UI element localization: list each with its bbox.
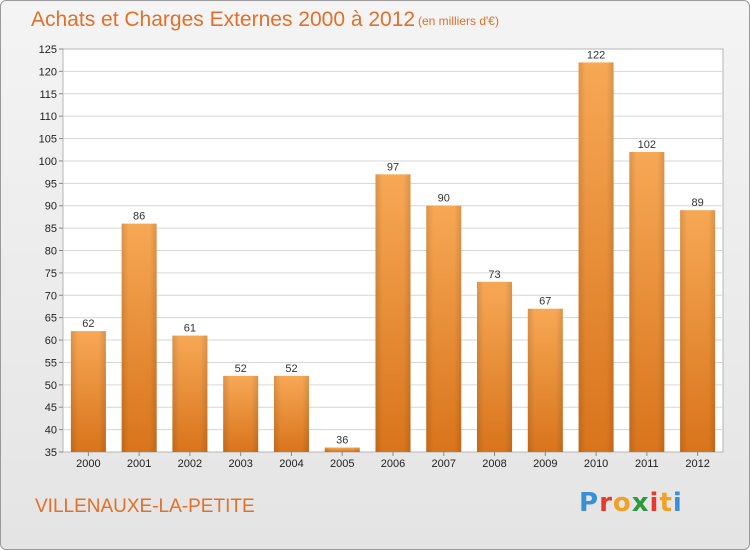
y-tick-label: 70 (45, 290, 57, 302)
bar-shade-2003 (223, 375, 259, 452)
y-tick-label: 100 (39, 156, 57, 168)
bar-shade-2005 (324, 447, 360, 452)
chart-subtitle: (en milliers d'€) (418, 14, 499, 28)
bar-value-label: 102 (638, 139, 656, 151)
bar-shade-2009 (527, 308, 563, 452)
bar-shade-2006 (375, 174, 411, 452)
y-tick-label: 65 (45, 313, 57, 325)
bar-shade-2004 (273, 375, 309, 452)
y-tick-label: 75 (45, 268, 57, 280)
bar-value-label: 122 (587, 49, 605, 61)
bar-value-label: 61 (184, 323, 196, 335)
x-tick-label: 2012 (685, 458, 709, 470)
y-tick-label: 45 (45, 402, 57, 414)
commune-name: VILLENAUXE-LA-PETITE (35, 496, 255, 517)
bar-value-label: 52 (235, 363, 247, 375)
bar-value-label: 73 (488, 269, 500, 281)
y-tick-label: 110 (39, 111, 57, 123)
bar-value-label: 90 (438, 193, 450, 205)
bar-value-label: 97 (387, 161, 399, 173)
y-tick-label: 50 (45, 380, 57, 392)
x-tick-label: 2010 (584, 458, 608, 470)
proxiti-logo: Proxiti (579, 488, 683, 518)
bar-value-label: 89 (691, 197, 703, 209)
bar-value-label: 67 (539, 296, 551, 308)
bar-shade-2010 (578, 62, 614, 452)
x-tick-label: 2008 (482, 458, 506, 470)
y-tick-label: 35 (45, 447, 57, 459)
bar-value-label: 52 (285, 363, 297, 375)
y-tick-label: 40 (45, 425, 57, 437)
bar-value-label: 86 (133, 211, 145, 223)
y-tick-label: 85 (45, 223, 57, 235)
x-tick-label: 2001 (127, 458, 151, 470)
y-tick-label: 105 (39, 134, 57, 146)
bar-shade-2000 (70, 331, 106, 452)
bar-shade-2008 (477, 281, 513, 452)
bar-shade-2002 (172, 335, 208, 452)
x-tick-label: 2004 (279, 458, 303, 470)
bar-shade-2007 (426, 205, 462, 452)
logo-letter: x (631, 488, 650, 518)
bar-shade-2001 (121, 223, 157, 452)
y-axis-labels: 35 40 45 50 55 60 65 70 75 80 85 90 95 100 105 110 115 12… (39, 44, 63, 459)
x-tick-label: 2000 (76, 458, 100, 470)
y-tick-label: 90 (45, 201, 57, 213)
bars: 62 86 61 52 52 36 97 90 73 67 122 102 89 (70, 49, 716, 452)
y-tick-label: 120 (39, 66, 57, 78)
chart-title: Achats et Charges Externes 2000 à 2012 (31, 8, 416, 31)
x-tick-label: 2009 (533, 458, 557, 470)
x-axis-labels: 2000 2001 2002 2003 2004 2005 2006 2007 2008 2009… (76, 452, 710, 470)
y-tick-label: 115 (39, 89, 57, 101)
logo-letter: o (612, 488, 632, 518)
logo-letter: i (649, 488, 660, 518)
bar-value-label: 62 (82, 318, 94, 330)
logo-letter: t (659, 488, 673, 518)
x-tick-label: 2002 (178, 458, 202, 470)
logo-letter: P (579, 488, 600, 518)
x-tick-label: 2011 (635, 458, 659, 470)
y-tick-label: 125 (39, 44, 57, 56)
y-tick-label: 95 (45, 178, 57, 190)
bar-shade-2011 (629, 151, 665, 452)
y-tick-label: 80 (45, 246, 57, 258)
y-tick-label: 55 (45, 357, 57, 369)
logo-letter: r (599, 488, 613, 518)
bar-value-label: 36 (336, 435, 348, 447)
logo-letter: i (672, 488, 683, 518)
y-tick-label: 60 (45, 335, 57, 347)
bar-shade-2012 (680, 210, 716, 452)
x-tick-label: 2007 (432, 458, 456, 470)
x-tick-label: 2003 (228, 458, 252, 470)
x-tick-label: 2006 (381, 458, 405, 470)
x-tick-label: 2005 (330, 458, 354, 470)
